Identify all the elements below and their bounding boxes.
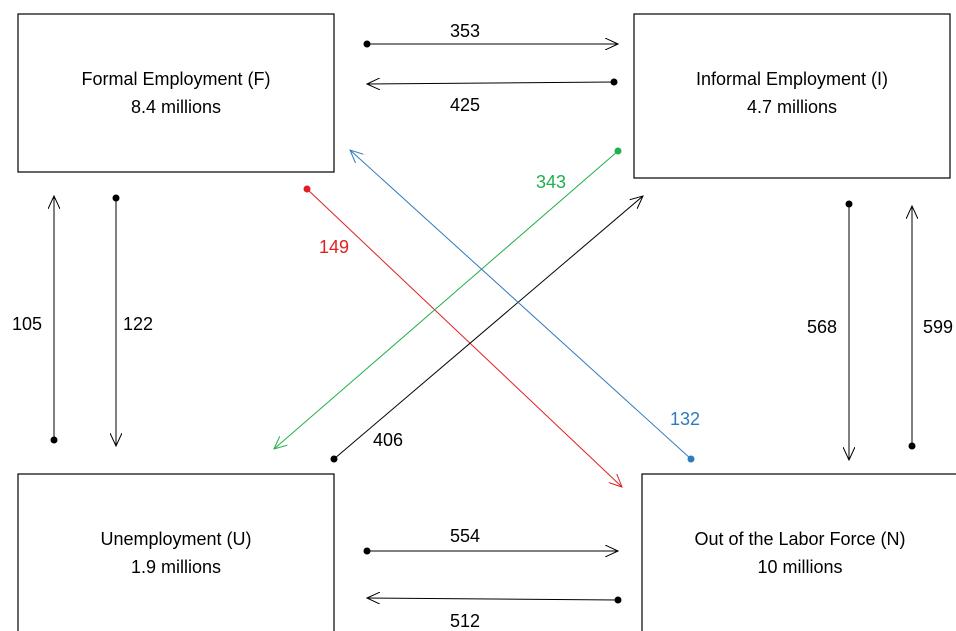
arrow [350,150,692,460]
arrow [333,196,643,460]
flow-label: 406 [373,430,403,450]
node-size: 4.7 millions [747,97,837,117]
arrow-dot [363,547,371,555]
arrow-dot [112,194,120,202]
node-label: Informal Employment (I) [696,69,888,89]
flow-label: 512 [450,611,480,631]
flow-label: 353 [450,21,480,41]
arrow-dot [845,200,853,208]
arrow-dot [908,442,916,450]
flow-label: 599 [923,317,953,337]
arrows [51,41,916,604]
arrow-dot [614,596,622,604]
flow-label: 425 [450,95,480,115]
flow-label: 568 [807,317,837,337]
node-box [17,473,335,631]
flow-label: 343 [536,172,566,192]
arrow-dot [363,40,371,48]
flow-label: 149 [319,237,349,257]
node-box [641,473,956,631]
arrow [274,150,619,449]
node-size: 8.4 millions [131,97,221,117]
node-label: Formal Employment (F) [81,69,270,89]
node-label: Out of the Labor Force (N) [694,529,905,549]
arrow-dot [50,436,58,444]
node-box [633,13,951,179]
flow-label: 122 [123,314,153,334]
arrow-dot [687,455,695,463]
node-size: 10 millions [757,557,842,577]
arrow-dot [303,185,311,193]
flow-label: 105 [12,314,42,334]
arrow-dot [610,78,618,86]
arrow [367,598,619,600]
arrow [367,82,615,84]
node-size: 1.9 millions [131,557,221,577]
arrow-dot [330,455,338,463]
node-box [17,13,335,173]
arrow [306,188,622,487]
flow-label: 132 [670,409,700,429]
node-label: Unemployment (U) [100,529,251,549]
arrow-dot [614,147,622,155]
flow-label: 554 [450,526,480,546]
